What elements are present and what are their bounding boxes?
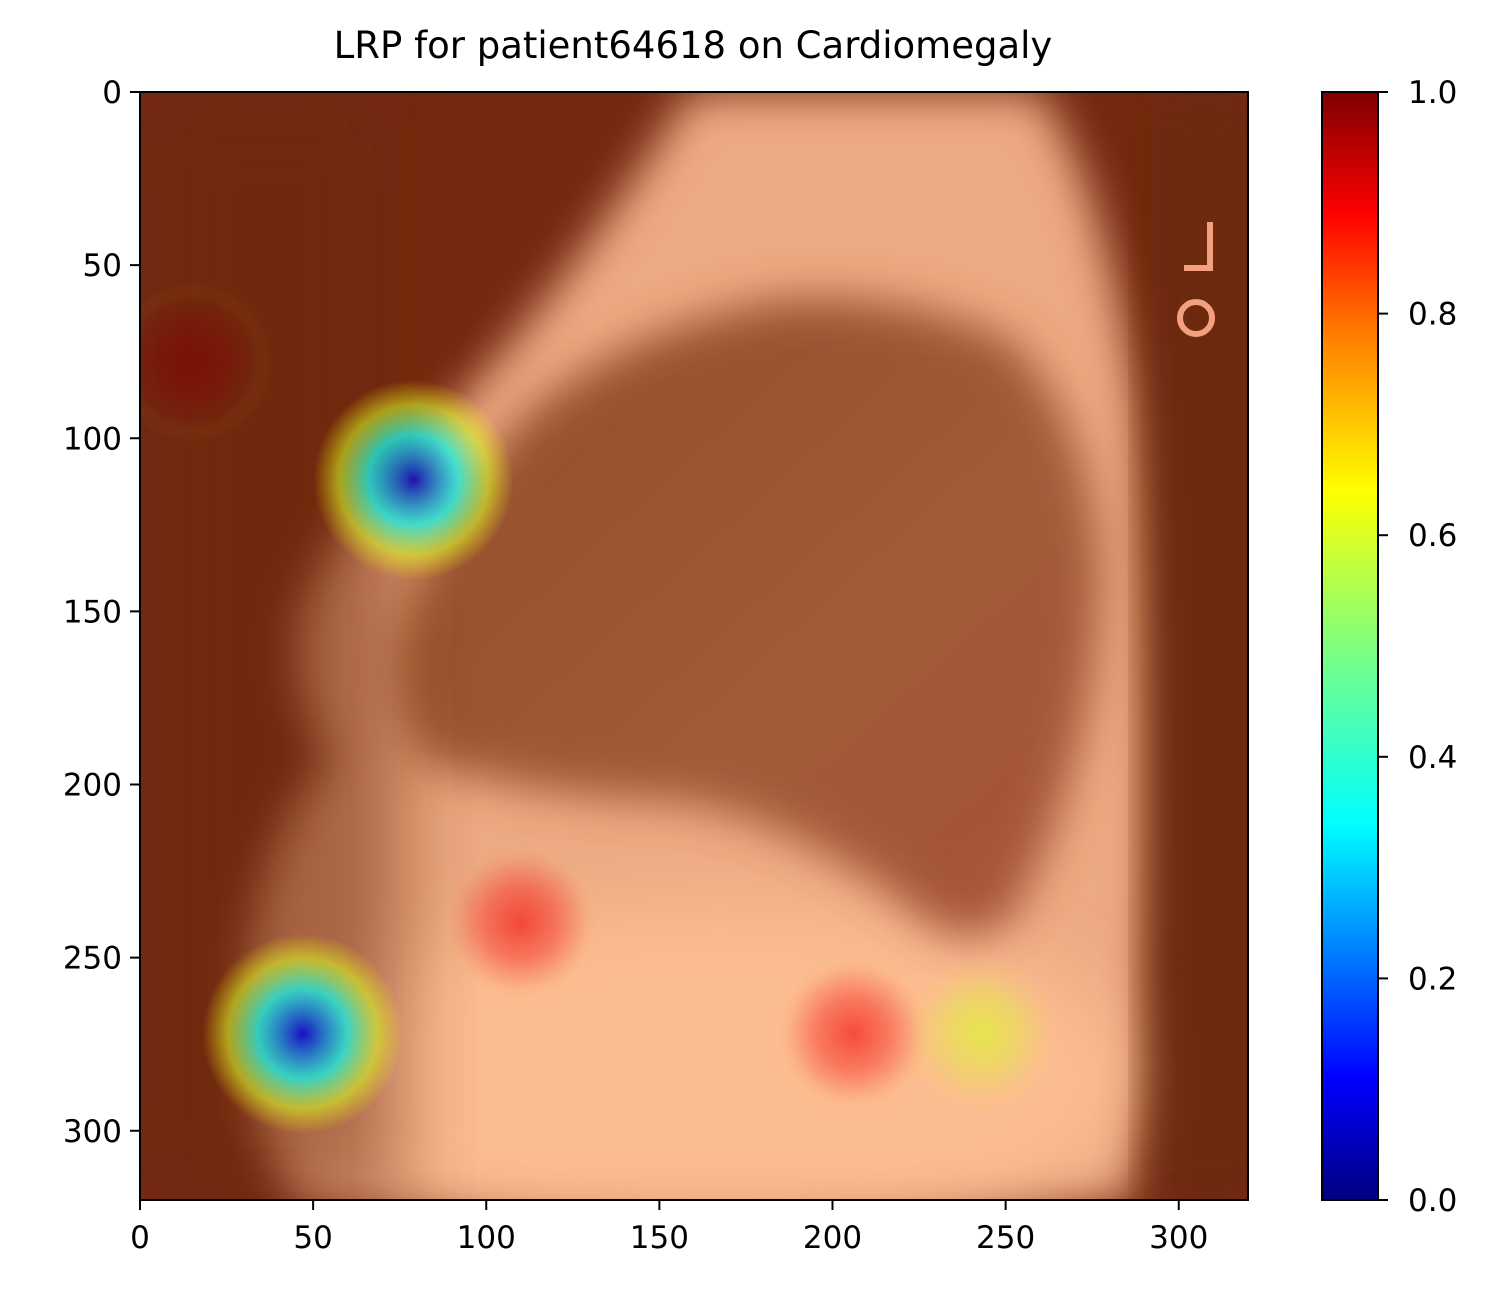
x-tick-label: 0 bbox=[130, 1220, 150, 1256]
hotspot bbox=[140, 282, 272, 443]
hotspot bbox=[901, 953, 1062, 1114]
x-tick-label: 300 bbox=[1149, 1220, 1208, 1256]
colorbar-tick-label: 0.8 bbox=[1408, 297, 1457, 333]
colorbar-tick-label: 0.4 bbox=[1408, 740, 1457, 776]
hotspot bbox=[773, 953, 934, 1114]
colorbar bbox=[1322, 92, 1378, 1200]
hotspot bbox=[440, 843, 601, 1003]
y-tick-label: 150 bbox=[63, 594, 122, 630]
colorbar-tick-label: 0.6 bbox=[1408, 518, 1457, 554]
y-tick-label: 250 bbox=[63, 941, 122, 977]
x-tick-label: 250 bbox=[976, 1220, 1035, 1256]
colorbar-axis: 0.0 0.2 0.4 0.6 0.8 1.0 bbox=[1378, 75, 1457, 1219]
y-tick-label: 0 bbox=[102, 75, 122, 111]
x-tick-label: 100 bbox=[457, 1220, 516, 1256]
relevance-hotspots bbox=[140, 282, 1062, 1134]
chart-title: LRP for patient64618 on Cardiomegaly bbox=[333, 24, 1053, 67]
x-axis: 0 50 100 150 200 250 300 bbox=[130, 1200, 1208, 1256]
colorbar-frame bbox=[1321, 91, 1379, 1201]
x-tick-label: 150 bbox=[630, 1220, 689, 1256]
heatmap-image bbox=[140, 92, 1248, 1200]
y-tick-label: 50 bbox=[83, 248, 122, 284]
plot-frame bbox=[139, 91, 1249, 1201]
colorbar-tick-label: 0.0 bbox=[1408, 1183, 1457, 1219]
y-tick-label: 300 bbox=[63, 1114, 122, 1150]
colorbar-tick-label: 0.2 bbox=[1408, 961, 1457, 997]
y-axis: 0 50 100 150 200 250 300 bbox=[63, 75, 140, 1150]
x-tick-label: 200 bbox=[803, 1220, 862, 1256]
hotspot bbox=[202, 933, 403, 1134]
lateral-marker bbox=[1177, 222, 1215, 337]
x-tick-label: 50 bbox=[293, 1220, 332, 1256]
hotspot bbox=[313, 379, 514, 580]
y-tick-label: 100 bbox=[63, 421, 122, 457]
colorbar-tick-label: 1.0 bbox=[1408, 75, 1457, 111]
y-tick-label: 200 bbox=[63, 768, 122, 804]
